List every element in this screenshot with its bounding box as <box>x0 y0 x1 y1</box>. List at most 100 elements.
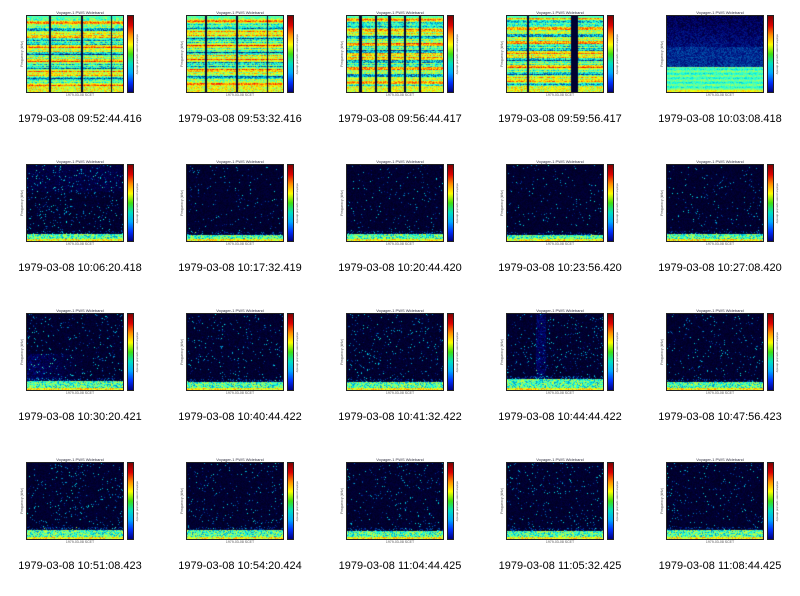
y-axis-label-text: Frequency (kHz) <box>340 488 344 514</box>
timestamp-caption: 1979-03-08 10:51:08.423 <box>18 560 142 572</box>
figure-title: Voyager-1 PWS Wideband <box>536 10 584 15</box>
figure-title: Voyager-1 PWS Wideband <box>696 159 744 164</box>
spectrogram-thumbnail[interactable]: Voyager-1 PWS Wideband Frequency (kHz) r… <box>640 0 800 149</box>
timestamp-caption: 1979-03-08 10:20:44.420 <box>338 262 462 274</box>
colorbar-label-text: relative power spectral density <box>295 182 300 224</box>
plot-row: Frequency (kHz) relative power spectral … <box>499 15 622 93</box>
x-axis-label: 1979-03-08 SCET <box>705 93 735 97</box>
spectrogram-thumbnail[interactable]: Voyager-1 PWS Wideband Frequency (kHz) r… <box>0 149 160 298</box>
timestamp-caption: 1979-03-08 10:03:08.418 <box>658 113 782 125</box>
x-axis-label: 1979-03-08 SCET <box>385 93 415 97</box>
colorbar <box>126 164 134 242</box>
x-axis-label: 1979-03-08 SCET <box>385 242 415 246</box>
spectrogram-thumbnail[interactable]: Voyager-1 PWS Wideband Frequency (kHz) r… <box>160 447 320 596</box>
y-axis-label: Frequency (kHz) <box>339 164 346 242</box>
figure-title: Voyager-1 PWS Wideband <box>376 308 424 313</box>
colorbar-label: relative power spectral density <box>774 15 782 93</box>
spectrogram-thumbnail[interactable]: Voyager-1 PWS Wideband Frequency (kHz) r… <box>320 149 480 298</box>
colorbar <box>446 313 454 391</box>
colorbar-label-text: relative power spectral density <box>135 33 140 75</box>
spectrogram-thumbnail[interactable]: Voyager-1 PWS Wideband Frequency (kHz) r… <box>640 298 800 447</box>
spectrogram-figure: Voyager-1 PWS Wideband Frequency (kHz) r… <box>19 10 142 98</box>
y-axis-label: Frequency (kHz) <box>339 15 346 93</box>
colorbar <box>766 15 774 93</box>
colorbar <box>606 15 614 93</box>
x-axis-label: 1979-03-08 SCET <box>225 540 255 544</box>
spectrogram-thumbnail[interactable]: Voyager-1 PWS Wideband Frequency (kHz) r… <box>160 298 320 447</box>
spectrogram-thumbnail[interactable]: Voyager-1 PWS Wideband Frequency (kHz) r… <box>0 298 160 447</box>
spectrogram-canvas <box>25 313 124 391</box>
colorbar <box>126 15 134 93</box>
colorbar-label: relative power spectral density <box>454 462 462 540</box>
spectrogram-thumbnail[interactable]: Voyager-1 PWS Wideband Frequency (kHz) r… <box>480 149 640 298</box>
colorbar-label-text: relative power spectral density <box>615 182 620 224</box>
y-axis-label: Frequency (kHz) <box>179 313 186 391</box>
colorbar-label: relative power spectral density <box>294 313 302 391</box>
y-axis-label-text: Frequency (kHz) <box>660 41 664 67</box>
y-axis-label-text: Frequency (kHz) <box>180 339 184 365</box>
figure-title: Voyager-1 PWS Wideband <box>216 159 264 164</box>
y-axis-label-text: Frequency (kHz) <box>20 339 24 365</box>
spectrogram-figure: Voyager-1 PWS Wideband Frequency (kHz) r… <box>19 308 142 396</box>
spectrogram-canvas <box>665 15 764 93</box>
colorbar-label: relative power spectral density <box>774 313 782 391</box>
plot-row: Frequency (kHz) relative power spectral … <box>499 313 622 391</box>
y-axis-label-text: Frequency (kHz) <box>180 41 184 67</box>
y-axis-label-text: Frequency (kHz) <box>340 190 344 216</box>
y-axis-label-text: Frequency (kHz) <box>20 190 24 216</box>
spectrogram-canvas <box>185 164 284 242</box>
spectrogram-figure: Voyager-1 PWS Wideband Frequency (kHz) r… <box>179 159 302 247</box>
y-axis-label: Frequency (kHz) <box>499 164 506 242</box>
spectrogram-canvas <box>185 15 284 93</box>
spectrogram-thumbnail[interactable]: Voyager-1 PWS Wideband Frequency (kHz) r… <box>160 149 320 298</box>
spectrogram-thumbnail[interactable]: Voyager-1 PWS Wideband Frequency (kHz) r… <box>480 447 640 596</box>
timestamp-caption: 1979-03-08 10:54:20.424 <box>178 560 302 572</box>
y-axis-label: Frequency (kHz) <box>659 164 666 242</box>
spectrogram-canvas <box>345 462 444 540</box>
plot-row: Frequency (kHz) relative power spectral … <box>659 313 782 391</box>
figure-title: Voyager-1 PWS Wideband <box>216 308 264 313</box>
spectrogram-thumbnail[interactable]: Voyager-1 PWS Wideband Frequency (kHz) r… <box>320 298 480 447</box>
plot-row: Frequency (kHz) relative power spectral … <box>19 15 142 93</box>
x-axis-label: 1979-03-08 SCET <box>545 540 575 544</box>
spectrogram-figure: Voyager-1 PWS Wideband Frequency (kHz) r… <box>179 10 302 98</box>
spectrogram-thumbnail[interactable]: Voyager-1 PWS Wideband Frequency (kHz) r… <box>480 0 640 149</box>
x-axis-label: 1979-03-08 SCET <box>705 242 735 246</box>
spectrogram-thumbnail[interactable]: Voyager-1 PWS Wideband Frequency (kHz) r… <box>640 447 800 596</box>
plot-row: Frequency (kHz) relative power spectral … <box>19 164 142 242</box>
colorbar-label: relative power spectral density <box>454 313 462 391</box>
y-axis-label: Frequency (kHz) <box>499 462 506 540</box>
colorbar-label-text: relative power spectral density <box>455 182 460 224</box>
y-axis-label: Frequency (kHz) <box>659 15 666 93</box>
colorbar <box>446 164 454 242</box>
spectrogram-thumbnail[interactable]: Voyager-1 PWS Wideband Frequency (kHz) r… <box>320 447 480 596</box>
colorbar <box>126 462 134 540</box>
colorbar-label: relative power spectral density <box>134 462 142 540</box>
spectrogram-canvas <box>345 313 444 391</box>
spectrogram-thumbnail[interactable]: Voyager-1 PWS Wideband Frequency (kHz) r… <box>0 447 160 596</box>
spectrogram-thumbnail[interactable]: Voyager-1 PWS Wideband Frequency (kHz) r… <box>0 0 160 149</box>
spectrogram-thumbnail[interactable]: Voyager-1 PWS Wideband Frequency (kHz) r… <box>320 0 480 149</box>
spectrogram-thumbnail[interactable]: Voyager-1 PWS Wideband Frequency (kHz) r… <box>160 0 320 149</box>
spectrogram-canvas <box>25 164 124 242</box>
spectrogram-thumbnail[interactable]: Voyager-1 PWS Wideband Frequency (kHz) r… <box>640 149 800 298</box>
y-axis-label: Frequency (kHz) <box>499 15 506 93</box>
spectrogram-canvas <box>665 313 764 391</box>
spectrogram-thumbnail[interactable]: Voyager-1 PWS Wideband Frequency (kHz) r… <box>480 298 640 447</box>
figure-title: Voyager-1 PWS Wideband <box>56 308 104 313</box>
colorbar-label-text: relative power spectral density <box>295 331 300 373</box>
spectrogram-canvas <box>25 462 124 540</box>
spectrogram-figure: Voyager-1 PWS Wideband Frequency (kHz) r… <box>659 308 782 396</box>
timestamp-caption: 1979-03-08 11:08:44.425 <box>658 560 782 572</box>
colorbar-label: relative power spectral density <box>134 15 142 93</box>
figure-title: Voyager-1 PWS Wideband <box>696 10 744 15</box>
figure-title: Voyager-1 PWS Wideband <box>536 159 584 164</box>
colorbar <box>606 313 614 391</box>
colorbar <box>766 164 774 242</box>
colorbar-label: relative power spectral density <box>294 15 302 93</box>
colorbar-label: relative power spectral density <box>614 313 622 391</box>
plot-row: Frequency (kHz) relative power spectral … <box>339 462 462 540</box>
colorbar-label-text: relative power spectral density <box>295 480 300 522</box>
timestamp-caption: 1979-03-08 09:56:44.417 <box>338 113 462 125</box>
figure-title: Voyager-1 PWS Wideband <box>376 10 424 15</box>
